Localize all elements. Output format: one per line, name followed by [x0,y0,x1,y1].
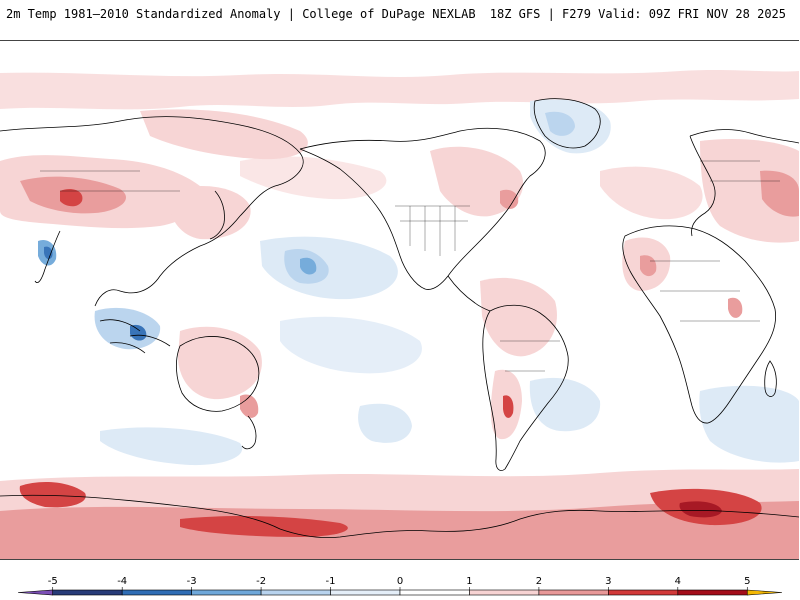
coastline-north-america [299,127,546,290]
warm-anomaly-area [600,166,703,220]
colorbar-tick-label: -1 [326,576,336,587]
colorbar-bin [52,589,123,596]
coastline-japan [209,190,225,240]
colorbar-canvas: -5 -4 -3 -2 -1 0 1 2 3 4 5 [17,576,783,596]
warm-anomaly-area [679,501,722,518]
colorbar-bin [121,589,192,596]
colorbar-bin [538,589,609,596]
warm-anomaly-area [503,395,514,418]
warm-anomaly-area [640,255,657,277]
colorbar-tick-label: 0 [397,576,403,587]
warm-anomaly-area [19,481,86,508]
anomaly-map [0,40,799,560]
warm-anomaly-area [169,186,251,240]
warm-anomaly-area [430,146,524,217]
political-boundaries [40,160,780,372]
run-valid-info: 18Z GFS | F279 Valid: 09Z FRI NOV 28 202… [489,7,786,21]
anomaly-shading [0,70,799,559]
warm-anomaly-area [728,297,743,318]
colorbar-bin [608,589,679,596]
cool-anomaly-area [529,377,601,432]
map-header: 2m Temp 1981–2010 Standardized Anomaly |… [0,0,800,28]
cool-anomaly-area [280,316,422,374]
colorbar-tick-label: -3 [187,576,197,587]
warm-anomaly-area [180,516,348,537]
country-borders [40,160,780,372]
cool-anomaly-area [699,385,799,463]
warm-anomaly-area [0,501,799,559]
colorbar-bin [677,589,748,596]
colorbar-bin [17,589,54,596]
colorbar-bin [260,589,331,596]
cool-anomaly-area [358,403,412,443]
coastline-central-america [447,275,491,312]
coastline-asia [0,116,304,307]
colorbar-tick-label: -5 [48,576,58,587]
coastline-south-america [482,304,569,471]
colorbar: -5 -4 -3 -2 -1 0 1 2 3 4 5 [0,568,800,600]
coastline-new-zealand [241,415,257,450]
cool-anomaly-area [545,111,575,136]
warm-anomaly-area [140,109,308,160]
coastline-antarctica [0,494,799,538]
coastline-europe [689,129,799,237]
warm-anomaly-area [700,139,799,243]
coastline-africa [622,225,777,424]
colorbar-tick-label: -4 [117,576,127,587]
cool-anomaly-area [44,246,53,260]
colorbar-bin [191,589,262,596]
colorbar-tick-label: 4 [675,576,681,587]
warm-anomaly-area [178,326,262,400]
colorbar-bin [399,589,470,596]
coastlines [0,98,799,538]
warm-anomaly-area [480,277,557,357]
cool-anomaly-area [300,257,317,275]
map-title: 2m Temp 1981–2010 Standardized Anomaly |… [6,7,476,21]
colorbar-tick-label: 3 [605,576,611,587]
warm-anomaly-area [60,189,83,207]
colorbar-bin [330,589,401,596]
colorbar-tick-label: 5 [744,576,750,587]
anomaly-map-canvas [0,41,799,559]
warm-anomaly-area [500,189,519,209]
warm-anomaly-area [240,394,259,418]
warm-anomaly-area [240,156,387,200]
coastline-australia [176,336,260,412]
coastline-madagascar [764,360,777,397]
colorbar-bin [469,589,540,596]
cool-anomaly-area [130,324,147,341]
coastline-indonesia [99,319,171,354]
colorbar-tick-label: 2 [536,576,542,587]
colorbar-tick-label: 1 [466,576,472,587]
warm-anomaly-area [760,170,799,217]
colorbar-tick-label: -2 [256,576,266,587]
cool-anomaly-area [100,427,243,466]
warm-anomaly-area [0,70,799,110]
colorbar-bin [746,589,783,596]
coastline-greenland [533,98,601,149]
